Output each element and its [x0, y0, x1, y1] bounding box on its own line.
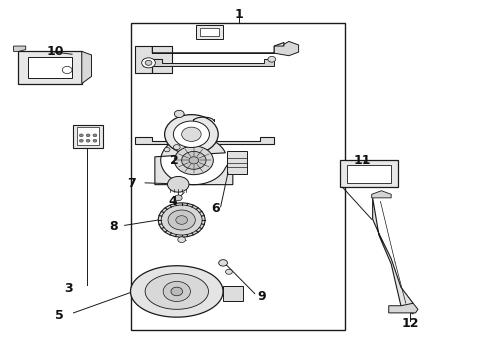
Circle shape: [219, 260, 227, 266]
Polygon shape: [152, 59, 274, 66]
Bar: [28, 57, 72, 78]
Circle shape: [174, 195, 182, 201]
Circle shape: [182, 127, 201, 141]
Circle shape: [142, 58, 155, 68]
Text: 6: 6: [212, 202, 220, 215]
Circle shape: [176, 216, 188, 224]
Circle shape: [225, 269, 232, 274]
Circle shape: [93, 139, 97, 142]
Bar: [340, 160, 398, 187]
Polygon shape: [372, 191, 391, 198]
Circle shape: [79, 134, 83, 137]
Bar: [347, 165, 391, 183]
Circle shape: [182, 152, 206, 169]
Bar: [74, 125, 103, 148]
Bar: [223, 287, 243, 301]
Circle shape: [145, 60, 152, 65]
Circle shape: [171, 287, 183, 296]
Circle shape: [86, 134, 90, 137]
Text: 5: 5: [54, 309, 63, 321]
Polygon shape: [14, 46, 26, 51]
Circle shape: [79, 139, 83, 142]
Text: 4: 4: [169, 195, 177, 208]
Polygon shape: [135, 46, 172, 73]
Circle shape: [174, 111, 184, 117]
Circle shape: [168, 176, 189, 192]
Polygon shape: [373, 198, 413, 314]
Bar: [227, 152, 247, 174]
Text: 11: 11: [353, 154, 370, 167]
Circle shape: [93, 134, 97, 137]
Bar: [130, 23, 345, 330]
Circle shape: [173, 121, 209, 148]
Circle shape: [165, 114, 218, 154]
Text: 7: 7: [127, 177, 136, 190]
Text: 8: 8: [109, 220, 118, 233]
Circle shape: [178, 237, 186, 243]
Text: 1: 1: [234, 9, 243, 22]
Circle shape: [158, 203, 205, 237]
Circle shape: [62, 66, 72, 73]
Text: 12: 12: [402, 317, 419, 330]
Polygon shape: [274, 41, 298, 56]
Bar: [19, 51, 82, 84]
Circle shape: [168, 210, 196, 230]
Polygon shape: [145, 274, 208, 309]
Bar: [196, 25, 223, 39]
Circle shape: [173, 145, 180, 150]
Text: 3: 3: [64, 283, 73, 296]
Polygon shape: [130, 266, 223, 317]
Circle shape: [189, 157, 199, 164]
Text: 2: 2: [170, 154, 179, 167]
Text: 9: 9: [258, 289, 267, 303]
Circle shape: [268, 57, 276, 62]
Circle shape: [161, 205, 202, 235]
Circle shape: [86, 139, 90, 142]
Bar: [77, 127, 99, 145]
Polygon shape: [389, 303, 418, 313]
Bar: [200, 28, 219, 36]
Polygon shape: [82, 51, 92, 84]
Circle shape: [163, 282, 191, 301]
Polygon shape: [135, 137, 274, 144]
Polygon shape: [152, 42, 284, 53]
Text: 10: 10: [46, 45, 64, 58]
Polygon shape: [155, 136, 233, 185]
Circle shape: [174, 146, 213, 175]
Circle shape: [164, 148, 170, 152]
